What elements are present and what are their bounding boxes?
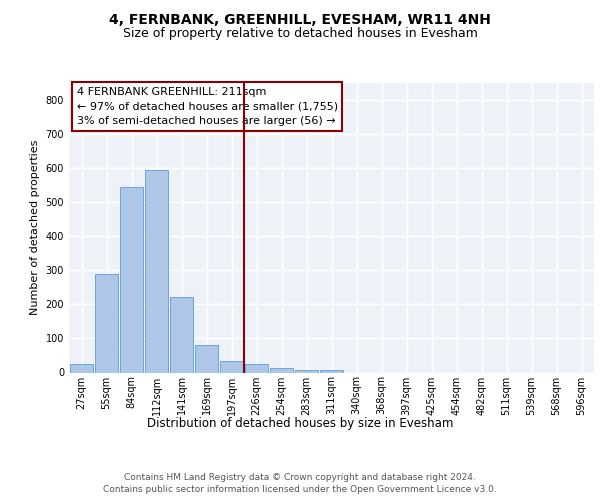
Text: 4, FERNBANK, GREENHILL, EVESHAM, WR11 4NH: 4, FERNBANK, GREENHILL, EVESHAM, WR11 4N… — [109, 12, 491, 26]
Text: 4 FERNBANK GREENHILL: 211sqm
← 97% of detached houses are smaller (1,755)
3% of : 4 FERNBANK GREENHILL: 211sqm ← 97% of de… — [77, 87, 338, 126]
Bar — [269, 368, 293, 372]
Text: Contains HM Land Registry data © Crown copyright and database right 2024.
Contai: Contains HM Land Registry data © Crown c… — [103, 472, 497, 494]
Bar — [245, 364, 268, 372]
Y-axis label: Number of detached properties: Number of detached properties — [30, 140, 40, 315]
Bar — [119, 186, 143, 372]
Text: Size of property relative to detached houses in Evesham: Size of property relative to detached ho… — [122, 28, 478, 40]
Bar — [320, 370, 343, 372]
Bar — [145, 170, 169, 372]
Text: Distribution of detached houses by size in Evesham: Distribution of detached houses by size … — [147, 418, 453, 430]
Bar — [170, 297, 193, 372]
Bar — [194, 345, 218, 372]
Bar — [70, 364, 94, 372]
Bar — [95, 274, 118, 372]
Bar — [295, 370, 319, 372]
Bar — [220, 360, 244, 372]
